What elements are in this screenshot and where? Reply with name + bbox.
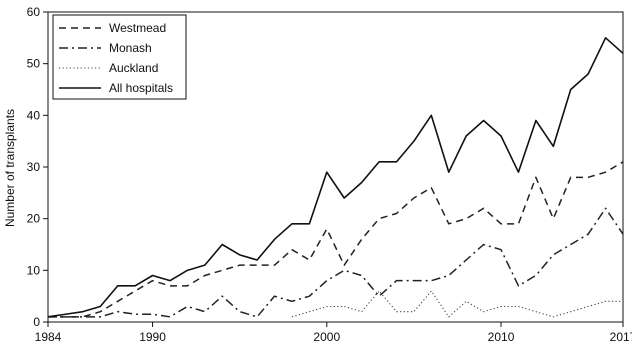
axes: 0 10 20 30 40 50 60 1984 1990 2000 2010 2017 [27, 5, 632, 344]
y-tick-label: 20 [27, 212, 41, 226]
legend-label-auckland: Auckland [109, 61, 158, 75]
legend-label-all-hospitals: All hospitals [109, 81, 173, 95]
x-tick-label: 2000 [313, 330, 340, 344]
series-layer [47, 37, 624, 318]
y-tick-label: 30 [27, 160, 41, 174]
y-tick-label: 10 [27, 263, 41, 277]
y-tick-label: 0 [33, 315, 40, 329]
y-axis-label: Number of transplants [3, 109, 17, 227]
x-tick-label: 1990 [139, 330, 166, 344]
legend-label-westmead: Westmead [109, 21, 166, 35]
series-line-auckland [291, 290, 623, 318]
y-tick-label: 50 [27, 57, 41, 71]
series-line-westmead [48, 161, 624, 318]
x-tick-label: 1984 [35, 330, 62, 344]
x-tick-label: 2017 [610, 330, 632, 344]
series-line-monash [48, 207, 624, 318]
legend: Westmead Monash Auckland All hospitals [52, 14, 187, 100]
legend-label-monash: Monash [109, 41, 152, 55]
y-tick-label: 60 [27, 5, 41, 19]
legend-box [52, 14, 187, 100]
y-tick-label: 40 [27, 108, 41, 122]
series-line-all-hospitals [47, 37, 624, 318]
x-tick-label: 2010 [488, 330, 515, 344]
